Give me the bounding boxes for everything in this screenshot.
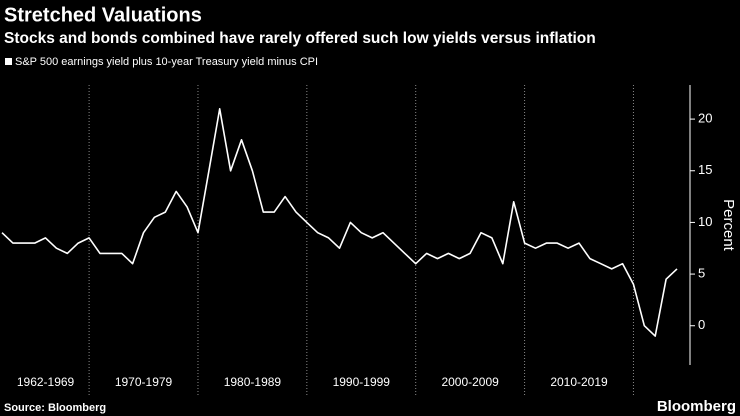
x-period-label: 1962-1969 bbox=[17, 375, 75, 389]
y-tick-label: 10 bbox=[698, 214, 712, 229]
data-line bbox=[1, 108, 678, 337]
x-period-label: 1970-1979 bbox=[115, 375, 173, 389]
legend-swatch bbox=[5, 58, 12, 65]
y-tick-label: 15 bbox=[698, 162, 712, 177]
legend-label: S&P 500 earnings yield plus 10-year Trea… bbox=[15, 56, 318, 68]
source: Source: Bloomberg bbox=[4, 402, 106, 414]
x-period-label: 2000-2009 bbox=[441, 375, 499, 389]
x-period-label: 1990-1999 bbox=[333, 375, 391, 389]
y-axis-label: Percent bbox=[720, 199, 737, 252]
y-tick-label: 5 bbox=[698, 266, 705, 281]
y-tick-label: 20 bbox=[698, 111, 712, 126]
chart-subtitle: Stocks and bonds combined have rarely of… bbox=[4, 30, 596, 47]
chart-title: Stretched Valuations bbox=[4, 4, 202, 26]
y-tick-label: 0 bbox=[698, 317, 705, 332]
x-period-label: 2010-2019 bbox=[550, 375, 608, 389]
brand: Bloomberg bbox=[657, 398, 736, 415]
x-period-label: 1980-1989 bbox=[224, 375, 282, 389]
